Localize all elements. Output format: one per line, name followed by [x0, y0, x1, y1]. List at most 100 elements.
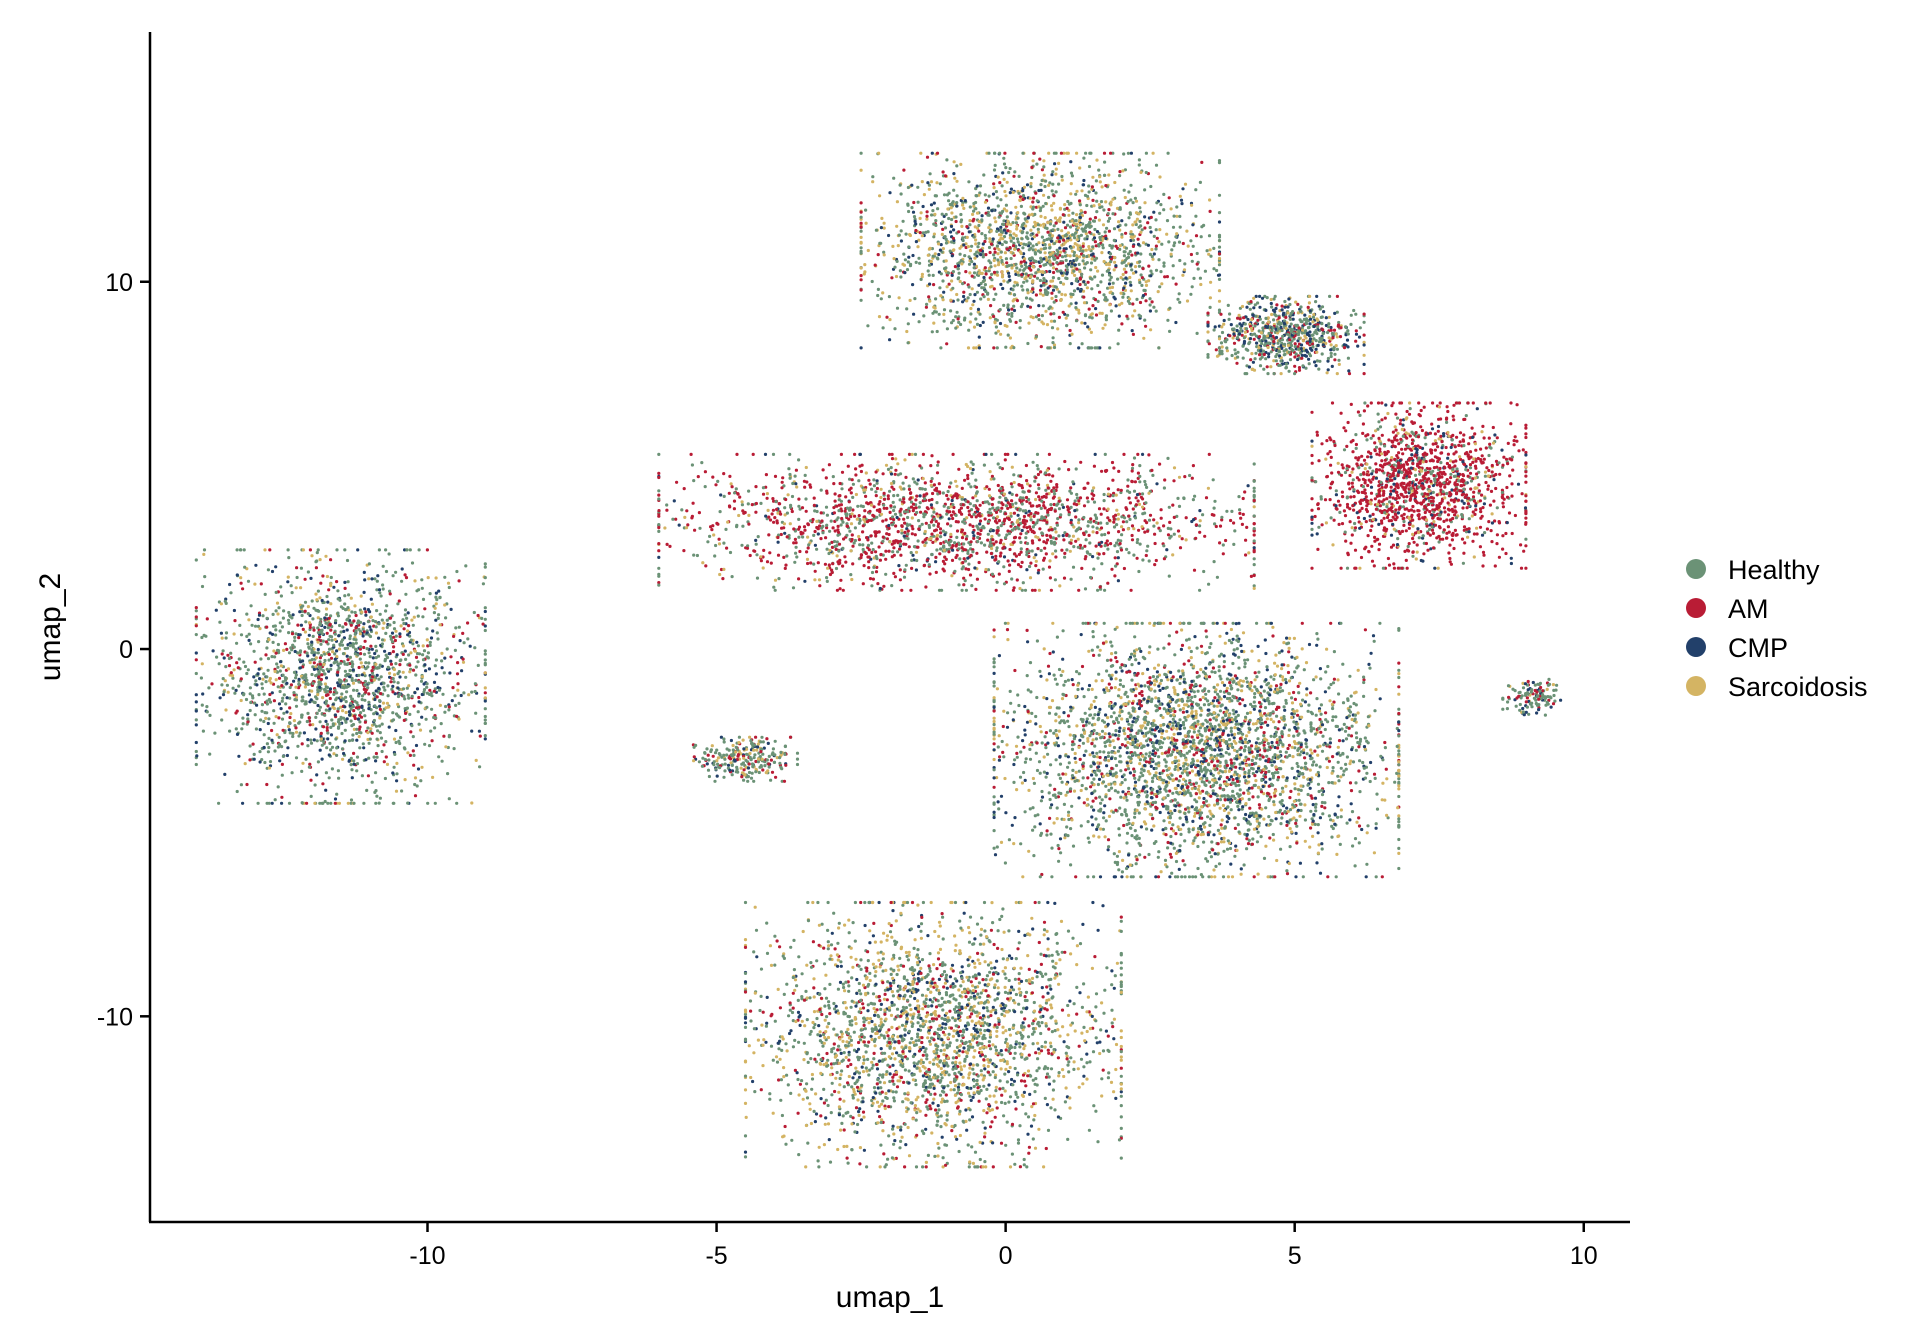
scatter-point [754, 542, 758, 546]
scatter-point [380, 642, 384, 646]
scatter-point [403, 608, 408, 612]
scatter-point [740, 500, 744, 504]
scatter-point [231, 686, 235, 690]
scatter-point [797, 504, 801, 508]
scatter-point [844, 560, 848, 564]
scatter-point [834, 547, 838, 552]
scatter-point [795, 485, 799, 489]
scatter-point [483, 652, 487, 656]
scatter-point [329, 801, 333, 805]
scatter-point [354, 613, 358, 618]
scatter-point [406, 629, 410, 633]
scatter-point [947, 550, 951, 554]
scatter-point [957, 583, 961, 587]
scatter-point [384, 569, 389, 574]
scatter-point [254, 563, 258, 567]
scatter-point [884, 557, 888, 561]
scatter-point [1020, 237, 1024, 241]
scatter-point [345, 628, 349, 632]
scatter-point [357, 727, 361, 732]
scatter-point [1052, 312, 1056, 316]
scatter-point [961, 236, 965, 240]
scatter-point [263, 548, 267, 552]
scatter-point [260, 703, 264, 707]
scatter-point [865, 520, 870, 524]
scatter-point [1131, 271, 1136, 275]
scatter-point [946, 522, 950, 526]
scatter-point [1053, 492, 1057, 496]
scatter-point [483, 696, 487, 700]
scatter-point [1009, 482, 1014, 486]
scatter-point [916, 200, 920, 204]
scatter-point [328, 696, 332, 701]
scatter-point [358, 657, 362, 661]
scatter-point [411, 642, 415, 646]
scatter-point [1045, 492, 1049, 496]
scatter-point [293, 639, 297, 643]
scatter-point [357, 730, 362, 735]
scatter-point [1130, 469, 1134, 473]
scatter-point [1032, 514, 1036, 519]
scatter-point [220, 718, 224, 722]
scatter-point [426, 651, 430, 655]
scatter-point [938, 490, 942, 494]
scatter-point [697, 510, 702, 515]
scatter-point [333, 801, 337, 805]
scatter-point [845, 524, 850, 529]
scatter-point [356, 548, 360, 552]
scatter-point [1183, 475, 1187, 479]
scatter-point [974, 238, 978, 242]
scatter-point [253, 624, 258, 628]
scatter-point [1003, 517, 1007, 522]
scatter-point [829, 519, 833, 523]
scatter-point [955, 164, 959, 168]
scatter-point [974, 494, 978, 498]
scatter-point [238, 548, 243, 552]
scatter-point [1149, 230, 1153, 234]
scatter-point [1008, 491, 1012, 495]
scatter-point [979, 541, 984, 545]
scatter-point [362, 801, 366, 805]
scatter-point [903, 458, 907, 462]
scatter-point [1006, 452, 1010, 456]
scatter-point [383, 776, 387, 781]
scatter-point [402, 627, 406, 631]
scatter-point [978, 503, 982, 507]
scatter-point [735, 525, 739, 529]
scatter-point [1198, 530, 1202, 534]
scatter-point [965, 235, 969, 239]
scatter-point [1241, 512, 1245, 517]
scatter-point [821, 531, 825, 535]
scatter-point [998, 466, 1002, 470]
scatter-point [1082, 301, 1087, 305]
scatter-point [381, 583, 385, 587]
scatter-point [967, 567, 971, 572]
scatter-point [1155, 482, 1159, 486]
scatter-point [455, 569, 459, 574]
scatter-point [325, 594, 329, 599]
scatter-point [857, 479, 861, 483]
scatter-point [388, 634, 393, 638]
scatter-point [940, 212, 944, 216]
scatter-point [1116, 488, 1120, 492]
scatter-point [1037, 318, 1041, 322]
scatter-point [375, 755, 379, 759]
scatter-point [781, 476, 785, 480]
scatter-point [918, 216, 922, 220]
scatter-point [1133, 516, 1138, 520]
scatter-point [1065, 505, 1070, 509]
scatter-point [657, 489, 661, 493]
scatter-point [754, 485, 758, 489]
scatter-point [1070, 262, 1074, 266]
scatter-point [967, 509, 971, 513]
scatter-point [1052, 540, 1057, 544]
scatter-point [906, 532, 910, 536]
scatter-point [350, 697, 354, 701]
scatter-point [785, 535, 789, 539]
scatter-point [833, 529, 837, 533]
scatter-point [1151, 151, 1155, 155]
scatter-point [871, 577, 876, 581]
scatter-point [953, 541, 957, 545]
scatter-point [483, 707, 487, 711]
scatter-point [252, 649, 256, 653]
